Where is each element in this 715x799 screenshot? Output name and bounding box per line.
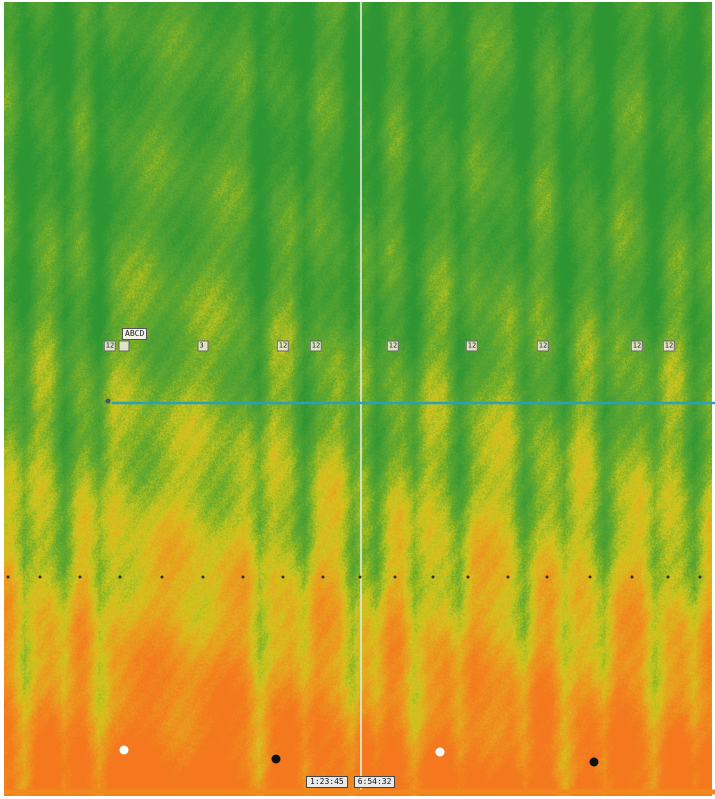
- tick-6: [241, 575, 245, 579]
- tick-5: [201, 575, 205, 579]
- marker-4[interactable]: 12: [309, 340, 323, 352]
- marker-6[interactable]: 12: [465, 340, 479, 352]
- readout-left: 1:23:45: [306, 776, 348, 788]
- marker-2[interactable]: 3: [197, 340, 209, 352]
- spectrogram-canvas[interactable]: [4, 2, 712, 796]
- marker-1[interactable]: [118, 340, 130, 352]
- tick-15: [588, 575, 592, 579]
- marker-3[interactable]: 12: [276, 340, 290, 352]
- start-marker-dot[interactable]: [105, 398, 111, 404]
- tick-13: [506, 575, 510, 579]
- top-label: ABCD: [122, 328, 148, 340]
- marker-7[interactable]: 12: [536, 340, 550, 352]
- tick-9: [358, 575, 362, 579]
- time-readout: 1:23:45 6:54:32: [306, 776, 396, 788]
- white-point-2[interactable]: [435, 747, 445, 757]
- tick-18: [698, 575, 702, 579]
- tick-12: [466, 575, 470, 579]
- tick-0: [6, 575, 10, 579]
- marker-5[interactable]: 12: [386, 340, 400, 352]
- tick-4: [160, 575, 164, 579]
- black-point-1[interactable]: [271, 754, 281, 764]
- tick-17: [666, 575, 670, 579]
- tick-8: [321, 575, 325, 579]
- tick-1: [38, 575, 42, 579]
- readout-right: 6:54:32: [353, 776, 396, 788]
- marker-8[interactable]: 12: [630, 340, 644, 352]
- marker-9[interactable]: 12: [662, 340, 676, 352]
- tick-14: [545, 575, 549, 579]
- white-point-1[interactable]: [119, 745, 129, 755]
- marker-0[interactable]: 12: [103, 340, 117, 352]
- tick-2: [78, 575, 82, 579]
- tick-11: [431, 575, 435, 579]
- tick-3: [118, 575, 122, 579]
- tick-16: [630, 575, 634, 579]
- tick-7: [281, 575, 285, 579]
- tick-10: [393, 575, 397, 579]
- black-point-2[interactable]: [589, 757, 599, 767]
